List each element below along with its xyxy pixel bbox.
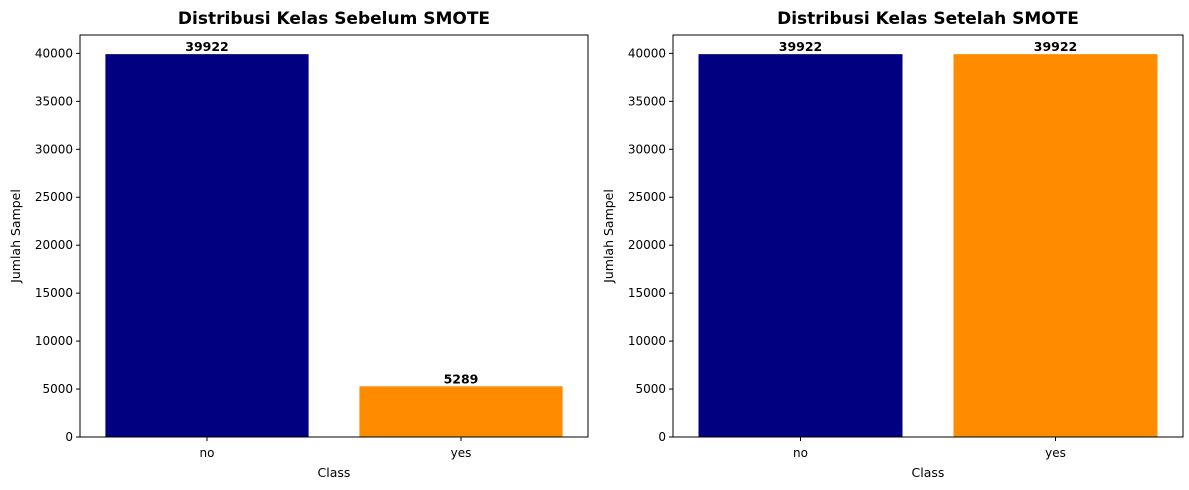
y-tick-label-5000: 5000 — [42, 382, 73, 396]
x-tick-label-no: no — [200, 446, 215, 460]
bar-yes — [359, 386, 563, 437]
plot-frame — [672, 34, 1184, 438]
bar-no — [105, 54, 309, 438]
x-tick-label-yes: yes — [1045, 446, 1066, 460]
y-tick-label-25000: 25000 — [35, 190, 73, 204]
chart-title: Distribusi Kelas Setelah SMOTE — [777, 9, 1079, 29]
y-tick-label-0: 0 — [65, 430, 73, 444]
y-tick-label-10000: 10000 — [35, 334, 73, 348]
chart-panel-1: 39922 no 5289 yes 0 5000 10000 15000 20000 25000 3… — [8, 9, 589, 480]
data-label-no: 39922 — [185, 39, 229, 54]
y-tick-label-20000: 20000 — [628, 238, 666, 252]
x-axis-label: Class — [912, 465, 945, 480]
plot-frame — [79, 34, 589, 438]
y-tick-label-5000: 5000 — [635, 382, 666, 396]
x-axis-label: Class — [318, 465, 351, 480]
y-tick-label-40000: 40000 — [628, 46, 666, 60]
y-tick-label-0: 0 — [658, 430, 666, 444]
x-tick-label-yes: yes — [451, 446, 472, 460]
y-tick-label-30000: 30000 — [628, 142, 666, 156]
x-tick-label-no: no — [793, 446, 808, 460]
y-tick-label-10000: 10000 — [628, 334, 666, 348]
data-label-yes: 5289 — [444, 371, 479, 386]
chart-panel-2: 39922 no 39922 yes 0 5000 10000 15000 20000 25000… — [601, 9, 1184, 480]
bar-no — [698, 54, 903, 438]
y-tick-label-15000: 15000 — [628, 286, 666, 300]
y-axis-label: Jumlah Sampel — [601, 189, 616, 284]
y-tick-label-15000: 15000 — [35, 286, 73, 300]
y-tick-label-35000: 35000 — [628, 94, 666, 108]
y-tick-label-20000: 20000 — [35, 238, 73, 252]
bar-yes — [953, 54, 1158, 438]
y-tick-label-35000: 35000 — [35, 94, 73, 108]
y-axis-label: Jumlah Sampel — [8, 189, 23, 284]
y-tick-label-40000: 40000 — [35, 46, 73, 60]
data-label-yes: 39922 — [1034, 39, 1078, 54]
chart-title: Distribusi Kelas Sebelum SMOTE — [178, 9, 490, 29]
y-tick-label-30000: 30000 — [35, 142, 73, 156]
data-label-no: 39922 — [779, 39, 823, 54]
y-tick-label-25000: 25000 — [628, 190, 666, 204]
